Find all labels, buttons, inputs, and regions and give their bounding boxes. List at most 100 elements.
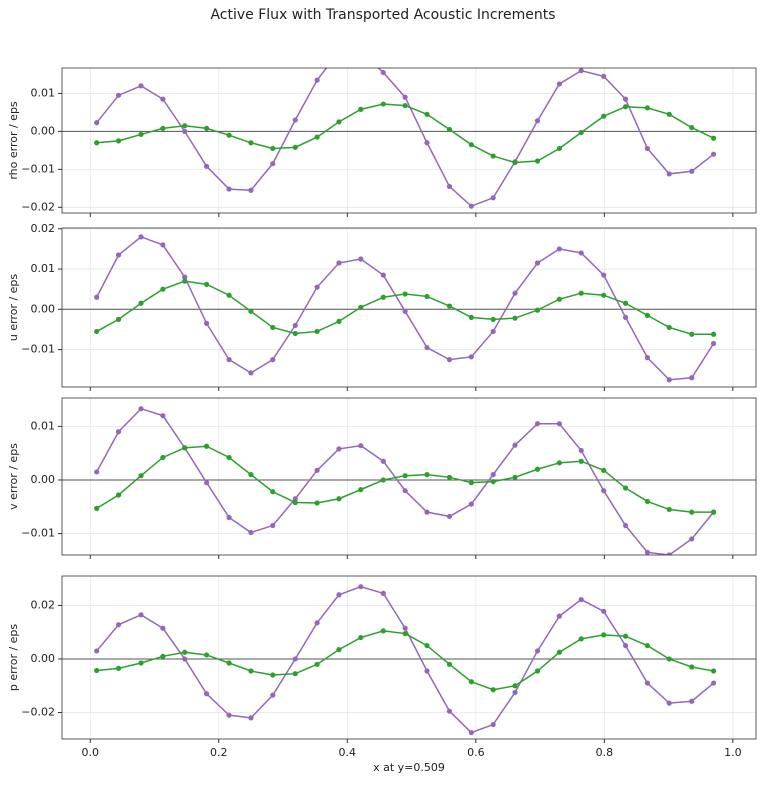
data-point: [160, 454, 166, 461]
data-point: [689, 698, 695, 704]
data-point: [115, 138, 122, 144]
data-point: [446, 661, 453, 667]
data-point: [601, 467, 607, 473]
data-point: [203, 320, 210, 326]
data-point: [512, 290, 518, 296]
data-point: [490, 328, 496, 335]
series-line: [96, 68, 715, 208]
data-point: [182, 128, 188, 134]
data-point: [534, 118, 541, 124]
data-point: [644, 549, 651, 555]
y-tick-label: 0.01: [31, 86, 56, 99]
data-point: [512, 159, 518, 166]
data-point: [534, 307, 541, 313]
data-point: [226, 660, 232, 666]
data-point: [226, 132, 232, 138]
data-point: [203, 691, 210, 697]
y-tick-label: 0.02: [31, 598, 56, 611]
data-point: [203, 480, 210, 486]
data-point: [336, 49, 341, 54]
data-point: [424, 472, 430, 478]
chart-title: Active Flux with Transported Acoustic In…: [210, 7, 555, 23]
data-point: [556, 613, 562, 619]
data-point: [689, 536, 695, 542]
data-point: [578, 447, 584, 454]
data-point: [512, 474, 518, 480]
data-point: [358, 584, 364, 590]
data-point: [512, 683, 518, 689]
data-point: [710, 331, 717, 337]
y-tick-label: 0.01: [31, 419, 56, 432]
data-point: [160, 286, 166, 292]
y-tick-label: −0.01: [21, 527, 55, 540]
data-point: [203, 652, 210, 658]
data-point: [622, 314, 629, 320]
data-point: [490, 687, 496, 693]
data-point: [402, 473, 408, 479]
data-point: [138, 473, 144, 479]
data-point: [226, 292, 232, 298]
data-point: [578, 458, 584, 464]
data-point: [270, 692, 276, 698]
data-point: [203, 125, 210, 131]
data-point: [115, 622, 122, 628]
data-point: [270, 522, 276, 529]
x-tick-label: 0.8: [596, 746, 614, 759]
data-point: [601, 608, 607, 614]
data-point: [622, 633, 629, 639]
data-point: [534, 668, 541, 674]
data-point: [402, 308, 408, 314]
data-point: [182, 123, 188, 129]
data-point: [666, 552, 672, 555]
data-point: [710, 340, 717, 347]
data-point: [94, 294, 100, 300]
data-point: [314, 467, 320, 473]
data-point: [94, 648, 100, 654]
data-point: [644, 642, 651, 649]
plot-area: [94, 584, 717, 736]
data-point: [446, 474, 453, 480]
data-point: [248, 529, 254, 536]
data-point: [689, 664, 695, 670]
data-point: [710, 135, 717, 141]
data-point: [203, 163, 210, 169]
data-point: [270, 324, 276, 331]
x-axis-label: x at y=0.509: [373, 761, 445, 774]
data-point: [138, 131, 144, 138]
data-point: [622, 104, 629, 110]
data-point: [578, 290, 584, 296]
data-point: [556, 145, 562, 152]
y-axis-label: v error / eps: [7, 443, 20, 510]
data-point: [115, 252, 122, 258]
data-point: [644, 145, 651, 152]
data-point: [226, 186, 232, 192]
data-point: [380, 458, 386, 464]
data-point: [270, 357, 276, 363]
data-point: [380, 101, 386, 107]
data-point: [556, 246, 562, 252]
data-point: [138, 612, 144, 618]
data-point: [336, 446, 342, 452]
data-point: [160, 125, 166, 131]
data-point: [490, 478, 496, 485]
data-point: [358, 256, 364, 262]
data-point: [534, 648, 541, 654]
data-point: [424, 344, 430, 351]
data-point: [270, 489, 276, 495]
data-point: [226, 357, 232, 363]
data-point: [336, 119, 342, 125]
data-point: [468, 480, 474, 486]
data-point: [292, 671, 298, 677]
data-point: [402, 291, 408, 297]
plot-area: [94, 49, 717, 209]
data-point: [115, 429, 122, 435]
data-point: [94, 667, 100, 674]
data-point: [402, 625, 408, 631]
data-point: [248, 472, 254, 478]
y-axis-label: rho error / eps: [7, 101, 20, 180]
data-point: [292, 499, 298, 506]
data-point: [314, 77, 320, 83]
data-point: [556, 649, 562, 655]
